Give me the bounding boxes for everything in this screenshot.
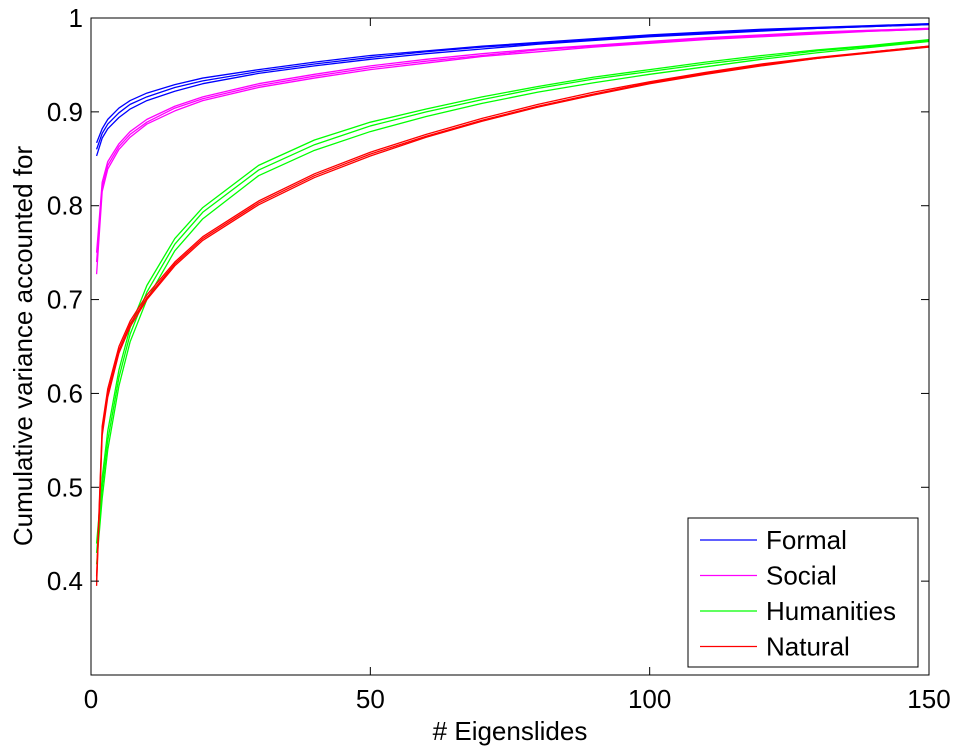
x-tick-label: 0 (84, 684, 98, 714)
y-tick-label: 0.4 (47, 566, 83, 596)
series-line-humanities-1 (95, 38, 930, 544)
series-line-formal-3 (95, 23, 930, 157)
x-tick-label: 150 (907, 684, 950, 714)
legend-label: Humanities (766, 596, 896, 626)
series-line-natural-1 (95, 45, 930, 577)
y-tick-label: 0.7 (47, 285, 83, 315)
legend-entry-social: Social (700, 561, 837, 591)
series-line-formal-1 (95, 22, 930, 144)
series-line-social-3 (95, 28, 930, 275)
legend-label: Formal (766, 525, 847, 555)
x-tick-label: 100 (628, 684, 671, 714)
y-axis-label: Cumulative variance accounted for (8, 146, 38, 547)
series-line-social-1 (95, 27, 930, 253)
ticks-layer (90, 17, 930, 675)
legend-entry-humanities: Humanities (700, 596, 896, 626)
y-tick-label: 1 (69, 3, 83, 33)
legend-entry-natural: Natural (700, 632, 850, 662)
series-layer (95, 22, 930, 586)
y-tick-label: 0.8 (47, 191, 83, 221)
y-tick-label: 0.9 (47, 97, 83, 127)
y-tick-label: 0.6 (47, 378, 83, 408)
legend-box (687, 517, 919, 668)
series-line-natural-3 (95, 46, 930, 586)
series-line-humanities-3 (95, 40, 930, 565)
legend-entries: Formal Social Humanities Natural (700, 525, 896, 662)
legend-label: Natural (766, 632, 850, 662)
series-line-formal-2 (95, 23, 930, 150)
series-line-social-2 (95, 28, 930, 263)
legend-label: Social (766, 561, 837, 591)
y-tick-label: 0.5 (47, 472, 83, 502)
x-axis-label: # Eigenslides (433, 716, 588, 746)
series-line-humanities-2 (95, 39, 930, 554)
plot-frame (90, 17, 930, 676)
series-line-natural-2 (95, 45, 930, 582)
x-tick-label: 50 (356, 684, 385, 714)
tick-labels-layer: 0 50 100 150 0.4 0.5 0.6 0.7 0.8 0.9 1 (47, 3, 951, 714)
legend-entry-formal: Formal (700, 525, 847, 555)
legend: Formal Social Humanities Natural (687, 517, 919, 668)
